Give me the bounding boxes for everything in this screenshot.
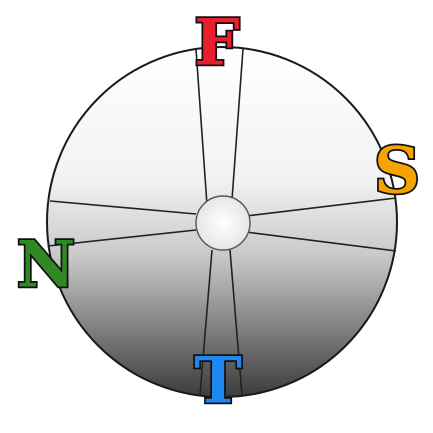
spoke-bottom-left (199, 249, 213, 396)
wheel-spokes (47, 48, 397, 396)
letter-right-s: S (374, 134, 420, 209)
spoke-top-right (231, 48, 244, 201)
spoke-left-lower (47, 229, 197, 247)
spoke-bottom-right (229, 249, 243, 396)
letter-bottom-t: T (194, 344, 242, 419)
spoke-left-upper (49, 200, 197, 215)
wheel-hub (195, 195, 251, 251)
spoke-top-left (195, 48, 208, 206)
letter-top-f: F (194, 6, 239, 81)
letter-left-n: N (17, 228, 76, 303)
spoke-right-upper (245, 197, 397, 217)
spoke-right-lower (245, 231, 397, 252)
